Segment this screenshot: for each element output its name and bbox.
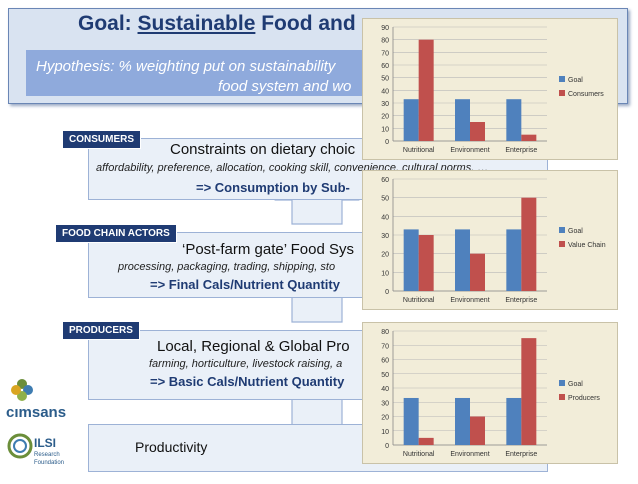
y-tick-label: 20 bbox=[381, 114, 389, 121]
hypothesis-line-2: food system and wo bbox=[218, 78, 352, 95]
legend-swatch bbox=[559, 227, 565, 233]
y-tick-label: 50 bbox=[381, 76, 389, 83]
bar-producers-environment bbox=[470, 416, 485, 445]
y-tick-label: 70 bbox=[381, 50, 389, 57]
consumers-tag: CONSUMERS bbox=[62, 130, 142, 149]
producers-subtitle: farming, horticulture, livestock raising… bbox=[149, 358, 343, 370]
producers-tag: PRODUCERS bbox=[62, 321, 140, 340]
food-chain-subtitle: processing, packaging, trading, shipping… bbox=[118, 261, 336, 273]
cimsans-logo-text: cımsans bbox=[6, 404, 67, 421]
chart-consumers-panel: 0 10 20 30 40 50 60 70 80 90 Nutritional Environmen… bbox=[362, 18, 618, 160]
y-tick-label: 40 bbox=[381, 88, 389, 95]
bar-goal-environment bbox=[455, 397, 470, 445]
food-chain-result: => Final Cals/Nutrient Quantity bbox=[150, 277, 340, 292]
y-tick-label: 0 bbox=[385, 289, 389, 296]
bar-goal-environment bbox=[455, 229, 470, 291]
legend-label: Goal bbox=[568, 381, 583, 388]
legend-swatch bbox=[559, 380, 565, 386]
y-tick-label: 10 bbox=[381, 270, 389, 277]
y-tick-label: 10 bbox=[381, 429, 389, 436]
bar-goal-environment bbox=[455, 99, 470, 141]
bar-value-chain-environment bbox=[470, 253, 485, 291]
x-tick-label: Enterprise bbox=[505, 451, 537, 458]
legend-label: Producers bbox=[568, 395, 600, 402]
producers-title: Local, Regional & Global Pro bbox=[157, 338, 350, 355]
ilsi-logo-sub-1: Research bbox=[34, 452, 60, 458]
goal-title-underlined: Sustainable bbox=[137, 12, 256, 35]
x-tick-label: Enterprise bbox=[505, 297, 537, 304]
y-tick-label: 80 bbox=[381, 329, 389, 336]
x-tick-label: Environment bbox=[450, 451, 489, 458]
y-tick-label: 20 bbox=[381, 415, 389, 422]
ilsi-logo-text: ILSI bbox=[34, 436, 57, 450]
legend-label: Goal bbox=[568, 77, 583, 84]
y-tick-label: 30 bbox=[381, 233, 389, 240]
y-tick-label: 20 bbox=[381, 252, 389, 259]
bar-consumers-nutritional bbox=[418, 39, 434, 141]
legend-label: Consumers bbox=[568, 91, 604, 98]
y-tick-label: 40 bbox=[381, 386, 389, 393]
bar-goal-enterprise bbox=[506, 99, 522, 141]
x-tick-label: Environment bbox=[450, 147, 489, 154]
y-tick-label: 10 bbox=[381, 126, 389, 133]
y-tick-label: 0 bbox=[385, 443, 389, 450]
food-chain-title: ‘Post-farm gate’ Food Sys bbox=[182, 241, 355, 258]
hypothesis-line-1: Hypothesis: % weighting put on sustainab… bbox=[36, 58, 336, 75]
y-tick-label: 60 bbox=[381, 358, 389, 365]
x-tick-label: Enterprise bbox=[505, 147, 537, 154]
bar-goal-nutritional bbox=[403, 99, 419, 141]
legend-label: Value Chain bbox=[568, 242, 606, 249]
x-tick-label: Nutritional bbox=[403, 147, 435, 154]
bar-producers-nutritional bbox=[418, 437, 434, 445]
y-tick-label: 50 bbox=[381, 196, 389, 203]
logo-area: cımsans ILSI Research Foundation bbox=[0, 378, 66, 479]
producers-result: => Basic Cals/Nutrient Quantity bbox=[150, 374, 345, 389]
chart-value-chain: 0 10 20 30 40 50 60 Nutritional Environment Enter… bbox=[381, 177, 606, 304]
cimsans-logo-mark bbox=[7, 379, 33, 459]
food-chain-tag: FOOD CHAIN ACTORS bbox=[55, 224, 177, 243]
chart-value-chain-panel: 0 10 20 30 40 50 60 Nutritional Environment Enter… bbox=[362, 170, 618, 310]
bar-goal-nutritional bbox=[403, 397, 419, 445]
bar-goal-nutritional bbox=[403, 229, 419, 291]
productivity-label: Productivity bbox=[135, 439, 208, 455]
y-tick-label: 90 bbox=[381, 25, 389, 32]
bar-value-chain-nutritional bbox=[418, 235, 434, 291]
chart-producers: 0 10 20 30 40 50 60 70 80 Nutritional Environment E… bbox=[381, 329, 600, 458]
bar-goal-enterprise bbox=[506, 397, 522, 445]
y-tick-label: 40 bbox=[381, 214, 389, 221]
bar-goal-enterprise bbox=[506, 229, 522, 291]
ilsi-logo-sub-2: Foundation bbox=[34, 460, 65, 466]
chart-consumers: 0 10 20 30 40 50 60 70 80 90 Nutritional Environmen… bbox=[381, 25, 604, 154]
y-tick-label: 30 bbox=[381, 101, 389, 108]
y-tick-label: 30 bbox=[381, 400, 389, 407]
chart-producers-panel: 0 10 20 30 40 50 60 70 80 Nutritional Environment E… bbox=[362, 322, 618, 464]
y-tick-label: 50 bbox=[381, 372, 389, 379]
x-tick-label: Nutritional bbox=[403, 451, 435, 458]
bar-producers-enterprise bbox=[521, 338, 537, 445]
x-tick-label: Nutritional bbox=[403, 297, 435, 304]
x-tick-label: Environment bbox=[450, 297, 489, 304]
consumers-result: => Consumption by Sub- bbox=[196, 180, 350, 195]
legend-swatch bbox=[559, 76, 565, 82]
bar-consumers-enterprise bbox=[521, 134, 537, 141]
goal-title: Goal: Sustainable Food and bbox=[78, 12, 356, 35]
y-tick-label: 60 bbox=[381, 63, 389, 70]
legend-swatch bbox=[559, 241, 565, 247]
bar-value-chain-enterprise bbox=[521, 197, 537, 291]
legend-swatch bbox=[559, 90, 565, 96]
y-tick-label: 70 bbox=[381, 343, 389, 350]
y-tick-label: 60 bbox=[381, 177, 389, 184]
legend-label: Goal bbox=[568, 228, 583, 235]
y-tick-label: 80 bbox=[381, 38, 389, 45]
bar-consumers-environment bbox=[470, 122, 485, 141]
consumers-title: Constraints on dietary choic bbox=[170, 141, 356, 158]
legend-swatch bbox=[559, 394, 565, 400]
y-tick-label: 0 bbox=[385, 139, 389, 146]
